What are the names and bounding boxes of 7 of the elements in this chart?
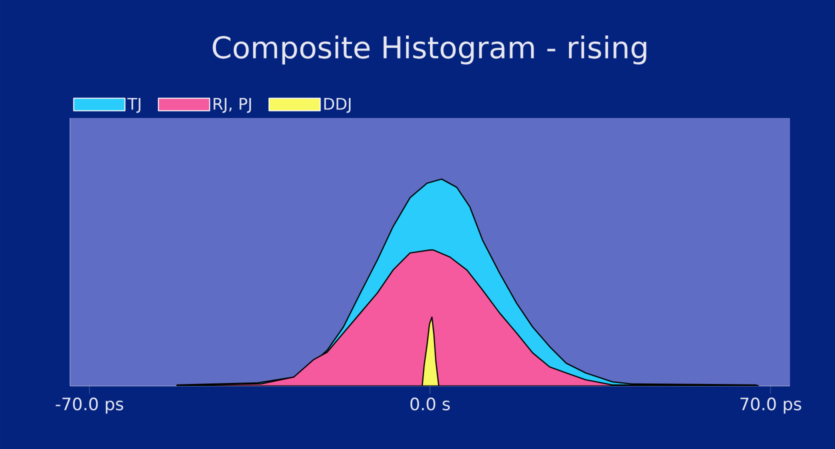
x-tick-label: 0.0 s (410, 398, 450, 410)
legend-label: RJ, PJ (214, 98, 251, 113)
x-tick-label: -70.0 ps (56, 398, 124, 414)
legend-label: DDJ (324, 98, 351, 113)
legend-label: TJ (127, 98, 140, 113)
x-tick-label: 70.0 ps (740, 398, 802, 414)
chart-title: Composite Histogram - rising (212, 35, 646, 65)
